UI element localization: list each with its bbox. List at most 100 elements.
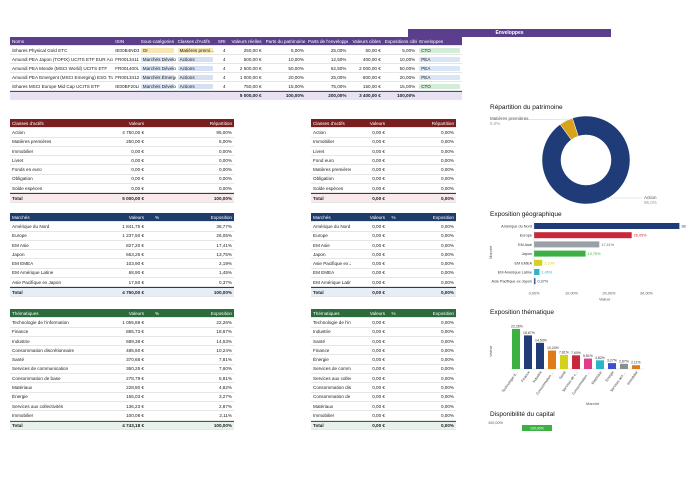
table-row-cell[interactable]: Solde espèces <box>313 185 344 191</box>
table-total-row-cell[interactable]: 100,00% <box>213 195 232 201</box>
table-row-cell[interactable]: 0,00% <box>440 129 454 135</box>
table-row-cell[interactable]: 0,00% <box>218 157 232 163</box>
table-row-cell[interactable]: EM Amérique Latine <box>12 270 54 276</box>
table-total-row-cell[interactable]: Total <box>313 422 324 428</box>
sub-tag[interactable]: Marchés Dévelo… <box>140 83 176 89</box>
table-row-cell[interactable]: Santé <box>12 357 25 363</box>
table-row-cell[interactable]: 0,00% <box>440 412 454 418</box>
vc-cell[interactable]: 50,00 € <box>365 47 381 53</box>
table-row-cell[interactable]: 13,75% <box>216 251 232 257</box>
table-row-cell[interactable]: EM EMEA <box>313 270 335 276</box>
table-row-cell[interactable]: Finance <box>12 329 29 335</box>
table-row-cell[interactable]: Technologie de l'inf <box>313 319 351 325</box>
sri-cell[interactable]: 4 <box>223 47 226 53</box>
table-row-cell[interactable]: 0,00% <box>440 329 454 335</box>
col-header[interactable]: Classes d'Actifs <box>177 38 210 44</box>
ec-cell[interactable]: 5,00% <box>402 47 416 53</box>
table-header-cell[interactable]: Valeurs <box>128 120 144 126</box>
table-header-cell[interactable]: Répartition <box>431 120 454 126</box>
table-row-cell[interactable]: Finance <box>313 347 330 353</box>
table-row-cell[interactable]: 95,00% <box>216 129 232 135</box>
table-row-cell[interactable]: Consommation de base <box>12 375 61 381</box>
table-row-cell[interactable]: 0,00% <box>440 403 454 409</box>
table-total-row-cell[interactable]: Total <box>12 422 23 428</box>
table-row-cell[interactable]: 0,00% <box>440 167 454 173</box>
table-row-cell[interactable]: Santé <box>313 338 326 344</box>
table-row-cell[interactable]: Japon <box>313 251 326 257</box>
table-row-cell[interactable]: 0,00% <box>218 185 232 191</box>
env-tag[interactable]: PEA <box>419 56 461 62</box>
pp-cell[interactable]: 20,00% <box>288 74 304 80</box>
pp-cell[interactable]: 50,00% <box>288 65 304 71</box>
name-cell[interactable]: iShares MSCI Europe Mid Cap UCITS ETF <box>12 83 100 89</box>
total-cible[interactable]: 3 400,00 € <box>359 93 381 98</box>
table-row-cell[interactable]: 7,81% <box>218 357 232 363</box>
col-header[interactable]: Valeurs cibles <box>352 38 381 44</box>
table-row-cell[interactable]: Matières premières <box>313 167 351 173</box>
table-row-cell[interactable]: Europe <box>12 233 27 239</box>
table-row-cell[interactable]: Obligation <box>313 176 334 182</box>
table-row-cell[interactable]: Services de commu <box>313 366 351 372</box>
name-cell[interactable]: Amundi PEA Emergent (MSCI Emerging) ESG … <box>12 74 113 80</box>
table-total-row-cell[interactable]: 100,00% <box>213 289 232 295</box>
table-total-row-cell[interactable]: Total <box>12 289 23 295</box>
table-row-cell[interactable]: 3,27% <box>218 394 232 400</box>
table-row-cell[interactable]: Livret <box>12 157 24 163</box>
table-row-cell[interactable]: 68,90 € <box>128 270 144 276</box>
table-row-cell[interactable]: 0,00% <box>440 347 454 353</box>
table-row-cell[interactable]: EM Asie <box>313 242 330 248</box>
total-exposition[interactable]: 100,00% <box>397 93 416 98</box>
table-row-cell[interactable]: Immobilier <box>313 139 335 145</box>
table-row-cell[interactable]: Énergie <box>12 394 28 400</box>
table-row-cell[interactable]: Matériaux <box>12 385 33 391</box>
table-total-row-cell[interactable]: Total <box>313 195 324 201</box>
table-row-cell[interactable]: 5,81% <box>218 375 232 381</box>
pe-cell[interactable]: 25,00% <box>330 47 347 53</box>
table-row-cell[interactable]: 0,00% <box>218 167 232 173</box>
pe-cell[interactable]: 25,00% <box>330 74 347 80</box>
table-row-cell[interactable]: 0,00% <box>440 319 454 325</box>
sub-cell[interactable]: Marchés Émerge… <box>139 74 176 80</box>
vc-cell[interactable]: 400,00 € <box>362 56 381 62</box>
val-cell[interactable]: 500,00 € <box>243 56 262 62</box>
table-row-cell[interactable]: 136,23 € <box>126 403 144 409</box>
table-header-cell[interactable]: % <box>154 214 160 220</box>
table-row-cell[interactable]: Asie Pacifique ex Japon <box>12 279 62 285</box>
table-row-cell[interactable]: 0,00% <box>440 176 454 182</box>
table-row-cell[interactable]: 0,00 € <box>372 357 385 363</box>
table-row-cell[interactable]: 0,00 € <box>372 329 385 335</box>
total-enveloppe[interactable]: 200,00% <box>328 93 347 98</box>
cls-tag[interactable]: Actions <box>177 83 213 89</box>
env-cell[interactable]: PEA <box>417 74 462 80</box>
table-row-cell[interactable]: Matières premières <box>12 139 52 145</box>
table-row-cell[interactable]: 0,00% <box>440 148 454 154</box>
table-row-cell[interactable]: Industrie <box>313 329 331 335</box>
vc-cell[interactable]: 800,00 € <box>362 74 381 80</box>
table-row-cell[interactable]: 0,00% <box>440 357 454 363</box>
cls-cell[interactable]: Actions <box>176 56 215 62</box>
table-row-cell[interactable]: 0,00% <box>440 185 454 191</box>
ec-cell[interactable]: 15,00% <box>399 83 416 89</box>
cls-tag[interactable]: Actions <box>177 65 213 71</box>
table-row-cell[interactable]: 0,00 € <box>372 366 385 372</box>
sub-tag[interactable]: Marchés Émerge… <box>140 74 176 80</box>
table-header-cell[interactable]: Exposition <box>432 310 454 316</box>
table-header-cell[interactable]: Exposition <box>432 214 454 220</box>
total-value[interactable]: 5 000,00 € <box>239 93 262 98</box>
table-total-row-cell[interactable]: 0,00 € <box>372 195 385 201</box>
table-header-cell[interactable]: Thématiques <box>12 310 39 316</box>
table-row-cell[interactable]: Japon <box>12 251 25 257</box>
table-row-cell[interactable]: 0,00 € <box>372 139 385 145</box>
table-row-cell[interactable]: Solde espèces <box>12 185 43 191</box>
name-cell[interactable]: Amundi PEA Japon (TOPIX) UCITS ETF EUR A… <box>12 56 114 62</box>
table-header-cell[interactable]: Valeurs <box>369 214 385 220</box>
table-row-cell[interactable]: 0,00 € <box>372 375 385 381</box>
table-row-cell[interactable]: Services de communication <box>12 366 69 372</box>
table-row-cell[interactable]: Fonds en euro <box>12 167 42 173</box>
table-row-cell[interactable]: 0,00 € <box>131 185 144 191</box>
table-row-cell[interactable]: 155,03 € <box>126 394 144 400</box>
table-row-cell[interactable]: EM EMEA <box>12 261 34 267</box>
table-row-cell[interactable]: 0,00 € <box>372 347 385 353</box>
table-row-cell[interactable]: Europe <box>313 233 328 239</box>
table-header-cell[interactable]: Thématiques <box>313 310 340 316</box>
